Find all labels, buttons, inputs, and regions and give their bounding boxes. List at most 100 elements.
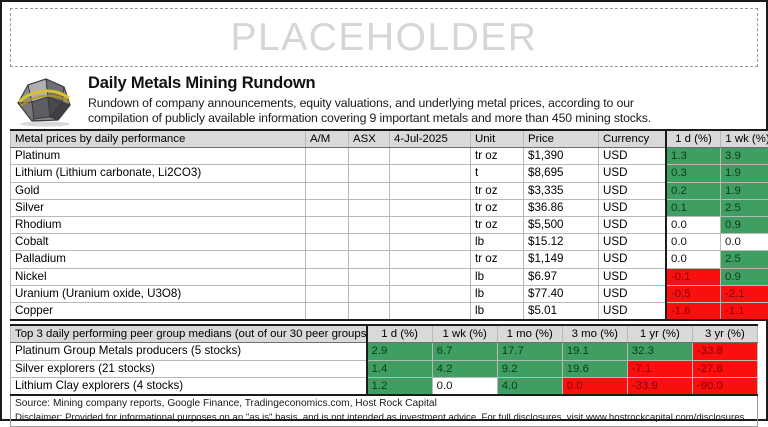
cell-peer-pct-3: 0.0 — [562, 377, 627, 395]
cell-am — [306, 165, 349, 182]
cell-date — [390, 217, 471, 234]
placeholder-label: PLACEHOLDER — [231, 16, 538, 60]
cell-peer-pct-1: 6.7 — [432, 343, 497, 360]
cell-unit: tr oz — [471, 251, 524, 268]
cell-currency: USD — [599, 234, 667, 251]
cell-asx — [349, 268, 390, 285]
page-title: Daily Metals Mining Rundown — [88, 74, 758, 93]
cell-currency: USD — [599, 251, 667, 268]
col-header-currency: Currency — [599, 130, 667, 148]
peer-col-header-3yr: 3 yr (%) — [692, 325, 757, 343]
cell-date — [390, 199, 471, 216]
cell-price: $15.12 — [524, 234, 599, 251]
cell-price: $36.86 — [524, 199, 599, 216]
table-row[interactable]: Lithium (Lithium carbonate, Li2CO3)t$8,6… — [11, 165, 768, 182]
cell-price: $6.97 — [524, 268, 599, 285]
cell-date — [390, 234, 471, 251]
cell-date — [390, 303, 471, 321]
cell-am — [306, 285, 349, 302]
cell-asx — [349, 148, 390, 165]
cell-metal-name: Copper — [11, 303, 306, 321]
cell-currency: USD — [599, 148, 667, 165]
peer-col-header-3mo: 3 mo (%) — [562, 325, 627, 343]
cell-date — [390, 182, 471, 199]
cell-unit: lb — [471, 285, 524, 302]
cell-am — [306, 182, 349, 199]
cell-currency: USD — [599, 182, 667, 199]
cell-metal-name: Rhodium — [11, 217, 306, 234]
cell-asx — [349, 199, 390, 216]
cell-price: $5,500 — [524, 217, 599, 234]
cell-peer-pct-1: 4.2 — [432, 360, 497, 377]
cell-peer-pct-4: 32.3 — [627, 343, 692, 360]
cell-asx — [349, 285, 390, 302]
cell-asx — [349, 165, 390, 182]
col-header-1wk: 1 wk (%) — [721, 130, 768, 148]
cell-peer-group-name: Lithium Clay explorers (4 stocks) — [11, 377, 367, 395]
cell-metal-name: Silver — [11, 199, 306, 216]
cell-peer-pct-4: -7.1 — [627, 360, 692, 377]
page-subtitle-line2: compilation of publicly available inform… — [88, 111, 758, 126]
cell-pct-0: -0.1 — [666, 268, 721, 285]
page-subtitle-line1: Rundown of company announcements, equity… — [88, 96, 758, 111]
cell-peer-pct-1: 0.0 — [432, 377, 497, 395]
cell-peer-pct-2: 17.7 — [497, 343, 562, 360]
cell-currency: USD — [599, 268, 667, 285]
cell-currency: USD — [599, 285, 667, 302]
cell-price: $3,335 — [524, 182, 599, 199]
cell-pct-0: 0.2 — [666, 182, 721, 199]
col-header-date: 4-Jul-2025 — [390, 130, 471, 148]
cell-am — [306, 148, 349, 165]
cell-currency: USD — [599, 199, 667, 216]
cell-pct-1: 0.9 — [721, 268, 768, 285]
cell-asx — [349, 303, 390, 321]
report-header: Daily Metals Mining Rundown Rundown of c… — [2, 67, 766, 129]
footer-source: Source: Mining company reports, Google F… — [11, 396, 757, 410]
cell-price: $8,695 — [524, 165, 599, 182]
col-header-asx: ASX — [349, 130, 390, 148]
cell-peer-pct-3: 19.6 — [562, 360, 627, 377]
col-header-unit: Unit — [471, 130, 524, 148]
col-header-1d: 1 d (%) — [666, 130, 721, 148]
cell-peer-pct-4: -33.9 — [627, 377, 692, 395]
cell-metal-name: Cobalt — [11, 234, 306, 251]
list-item[interactable]: Platinum Group Metals producers (5 stock… — [11, 343, 758, 360]
cell-pct-1: 0.0 — [721, 234, 768, 251]
cell-asx — [349, 251, 390, 268]
cell-peer-pct-5: -33.8 — [692, 343, 757, 360]
col-header-metal-name: Metal prices by daily performance — [11, 130, 306, 148]
cell-pct-0: -0.5 — [666, 285, 721, 302]
col-header-peer-group: Top 3 daily performing peer group median… — [11, 325, 367, 343]
cell-am — [306, 251, 349, 268]
metal-prices-table: Metal prices by daily performance A/M AS… — [10, 129, 768, 321]
cell-peer-pct-3: 19.1 — [562, 343, 627, 360]
cell-pct-0: 0.0 — [666, 251, 721, 268]
cell-peer-pct-0: 1.4 — [367, 360, 433, 377]
placeholder-banner: PLACEHOLDER — [10, 8, 758, 67]
cell-pct-0: 0.1 — [666, 199, 721, 216]
cell-pct-0: 1.3 — [666, 148, 721, 165]
cell-am — [306, 268, 349, 285]
footer-disclaimer: Disclaimer: Provided for informational p… — [11, 410, 757, 426]
cell-pct-0: 0.0 — [666, 217, 721, 234]
cell-metal-name: Platinum — [11, 148, 306, 165]
cell-pct-0: 0.3 — [666, 165, 721, 182]
cell-asx — [349, 234, 390, 251]
cell-currency: USD — [599, 303, 667, 321]
cell-metal-name: Lithium (Lithium carbonate, Li2CO3) — [11, 165, 306, 182]
cell-unit: lb — [471, 303, 524, 321]
cell-price: $5.01 — [524, 303, 599, 321]
